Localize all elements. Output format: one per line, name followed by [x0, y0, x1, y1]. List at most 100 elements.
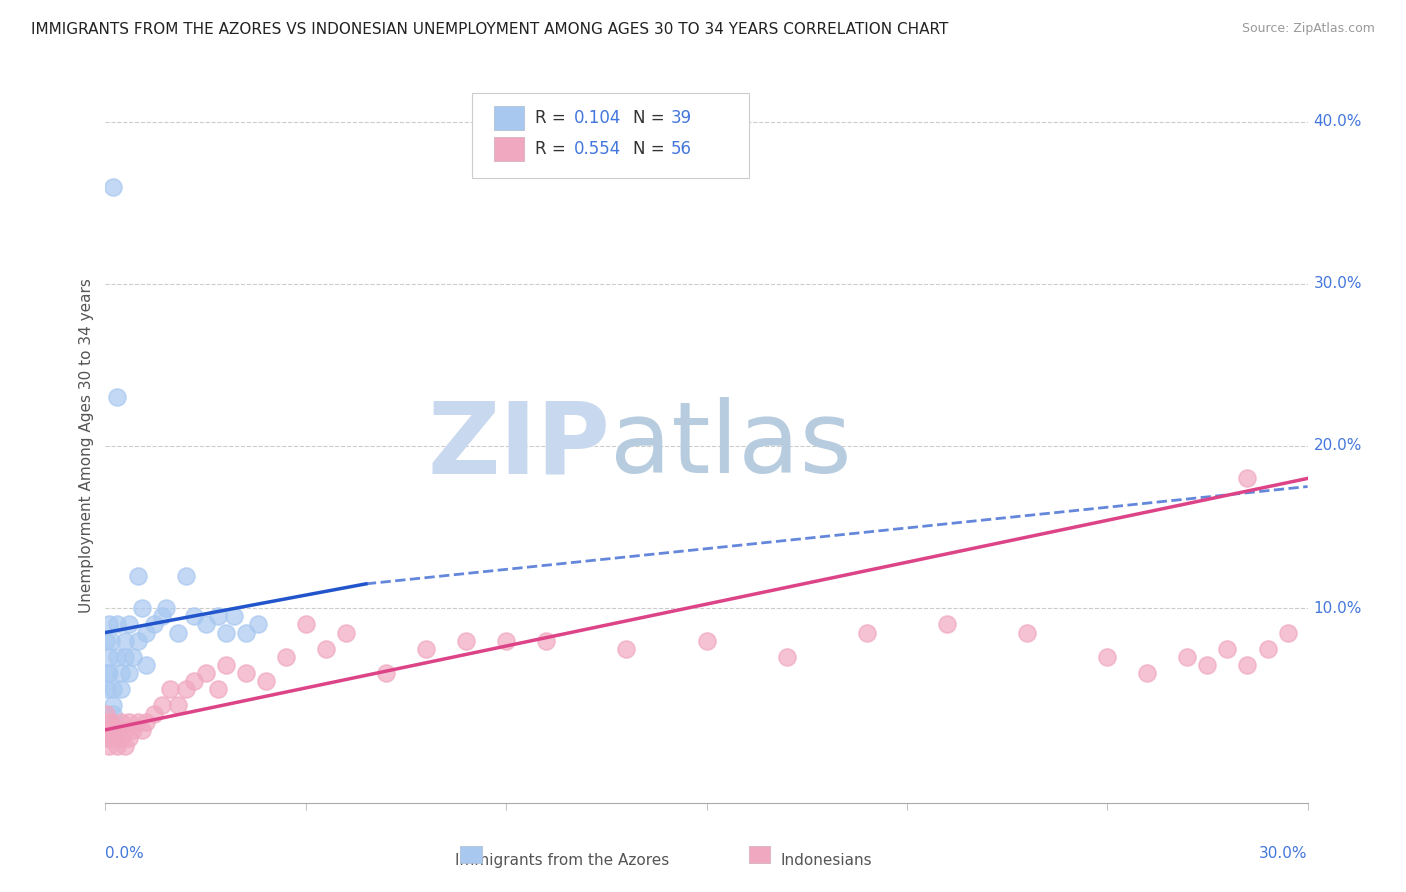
Point [1197, 657, 1219, 672]
Point [274, 649, 297, 664]
FancyBboxPatch shape [472, 93, 748, 178]
Point [616, 641, 638, 656]
Text: Source: ZipAtlas.com: Source: ZipAtlas.com [1241, 22, 1375, 36]
Point [183, 674, 205, 689]
Text: 10.0%: 10.0% [1313, 600, 1362, 615]
Point [103, 723, 125, 737]
Point [127, 568, 149, 582]
Point [696, 633, 718, 648]
Point [1236, 657, 1258, 672]
Text: 0.554: 0.554 [574, 140, 621, 158]
Point [174, 568, 197, 582]
Point [97, 649, 120, 664]
Point [118, 617, 141, 632]
Text: R =: R = [534, 140, 571, 158]
Point [1017, 625, 1039, 640]
Point [103, 731, 125, 745]
Point [936, 617, 959, 632]
Point [118, 731, 141, 745]
Text: 0.0%: 0.0% [105, 846, 145, 861]
Point [110, 714, 132, 729]
Point [98, 723, 121, 737]
Point [776, 649, 799, 664]
Point [96, 666, 118, 681]
Text: 0.104: 0.104 [574, 110, 621, 128]
Point [107, 723, 129, 737]
Point [166, 625, 188, 640]
Point [135, 714, 157, 729]
Point [100, 633, 122, 648]
Point [118, 666, 141, 681]
Point [246, 617, 269, 632]
Point [207, 609, 229, 624]
Point [142, 706, 165, 721]
Text: R =: R = [534, 110, 571, 128]
Point [96, 723, 118, 737]
Point [534, 633, 557, 648]
Point [135, 657, 157, 672]
Point [96, 731, 118, 745]
Point [254, 674, 277, 689]
Point [235, 625, 257, 640]
Point [98, 666, 121, 681]
Text: N =: N = [633, 140, 671, 158]
Point [495, 633, 517, 648]
Point [103, 698, 125, 713]
Text: 39: 39 [671, 110, 692, 128]
FancyBboxPatch shape [460, 846, 482, 863]
Point [194, 666, 217, 681]
Point [1216, 641, 1239, 656]
Point [131, 601, 153, 615]
Point [110, 666, 132, 681]
Point [166, 698, 188, 713]
Point [127, 714, 149, 729]
Point [98, 617, 121, 632]
Point [174, 682, 197, 697]
Point [103, 706, 125, 721]
FancyBboxPatch shape [494, 106, 524, 130]
Point [100, 714, 122, 729]
Point [150, 609, 173, 624]
Point [1177, 649, 1199, 664]
Point [118, 714, 141, 729]
Text: 56: 56 [671, 140, 692, 158]
Point [107, 390, 129, 404]
Point [222, 609, 245, 624]
Text: 30.0%: 30.0% [1313, 277, 1362, 292]
Point [122, 723, 145, 737]
Text: ZIP: ZIP [427, 398, 610, 494]
Point [150, 698, 173, 713]
Point [235, 666, 257, 681]
Point [96, 706, 118, 721]
Point [142, 617, 165, 632]
Point [183, 609, 205, 624]
Point [207, 682, 229, 697]
Point [454, 633, 477, 648]
Point [96, 682, 118, 697]
Point [127, 633, 149, 648]
Text: atlas: atlas [610, 398, 852, 494]
Text: N =: N = [633, 110, 671, 128]
Point [110, 682, 132, 697]
Point [107, 617, 129, 632]
Point [335, 625, 357, 640]
Text: 30.0%: 30.0% [1260, 846, 1308, 861]
Point [214, 657, 236, 672]
Point [96, 633, 118, 648]
Point [415, 641, 437, 656]
Point [214, 625, 236, 640]
Text: IMMIGRANTS FROM THE AZORES VS INDONESIAN UNEMPLOYMENT AMONG AGES 30 TO 34 YEARS : IMMIGRANTS FROM THE AZORES VS INDONESIAN… [31, 22, 948, 37]
Point [855, 625, 877, 640]
Point [114, 739, 136, 753]
Point [98, 739, 121, 753]
Point [295, 617, 318, 632]
Point [1277, 625, 1299, 640]
Point [374, 666, 398, 681]
Point [107, 649, 129, 664]
Point [194, 617, 217, 632]
Point [1097, 649, 1119, 664]
Text: 20.0%: 20.0% [1313, 439, 1362, 453]
Point [159, 682, 181, 697]
Point [107, 739, 129, 753]
Point [114, 649, 136, 664]
